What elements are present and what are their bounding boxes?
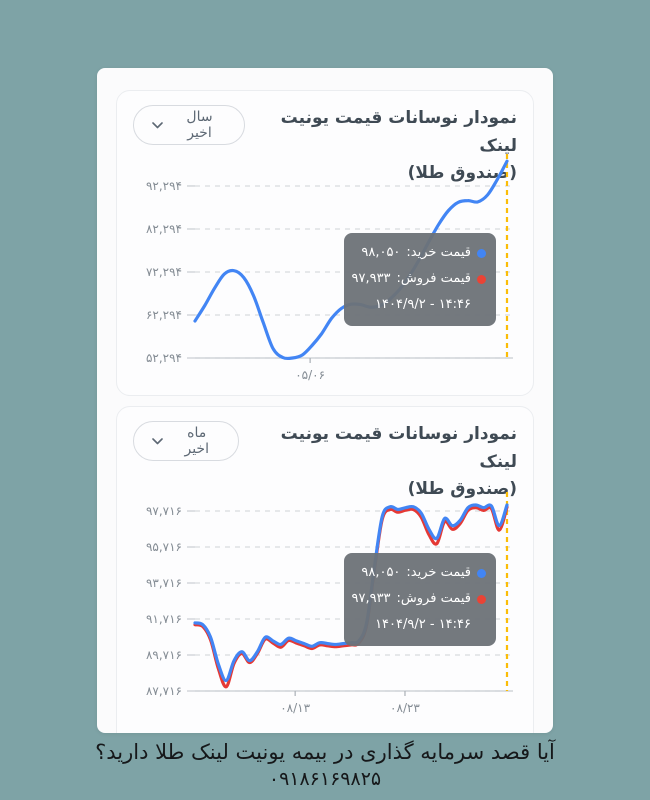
y-axis-label: ۸۹,۷۱۶ (146, 648, 182, 662)
y-axis-label: ۸۷,۷۱۶ (146, 684, 182, 698)
chart-title-block: نمودار نوسانات قیمت یونیت لینک (صندوق طل… (239, 421, 517, 504)
tooltip-datetime: ۱۴۰۴/۹/۲ - ۱۴:۴۶ (375, 297, 471, 312)
footer: آیا قصد سرمایه گذاری در بیمه یونیت لینک … (0, 737, 650, 790)
y-axis-label: ۹۳,۷۱۶ (146, 576, 182, 590)
tooltip-buy-row: قیمت خرید: ۹۸,۰۵۰ (354, 240, 486, 266)
chart-tooltip: قیمت خرید: ۹۸,۰۵۰ قیمت فروش: ۹۷,۹۳۳ ۱۴۰۴… (344, 233, 496, 326)
tooltip-sell-row: قیمت فروش: ۹۷,۹۳۳ (351, 266, 486, 292)
y-axis-label: ۸۲,۲۹۴ (146, 222, 182, 236)
tooltip-sell-row: قیمت فروش: ۹۷,۹۳۳ (351, 586, 486, 612)
buy-label: قیمت خرید: (406, 245, 471, 260)
price-charts-panel: نمودار نوسانات قیمت یونیت لینک (صندوق طل… (97, 68, 553, 733)
range-selector-label: ماه اخیر (184, 425, 209, 457)
y-axis-label: ۹۵,۷۱۶ (146, 540, 182, 554)
y-axis-label: ۶۲,۲۹۴ (146, 308, 182, 322)
y-axis-label: ۷۲,۲۹۴ (146, 265, 182, 279)
range-selector-dropdown[interactable]: سال اخیر (133, 105, 245, 145)
x-axis-label: ۰۵/۰۶ (295, 368, 325, 382)
buy-value: ۹۸,۰۵۰ (361, 245, 401, 260)
chart-title: نمودار نوسانات قیمت یونیت لینک (280, 424, 517, 472)
chart-header: نمودار نوسانات قیمت یونیت لینک (صندوق طل… (117, 407, 533, 504)
sell-value: ۹۷,۹۳۳ (351, 591, 391, 606)
y-axis-label: ۵۲,۲۹۴ (146, 351, 182, 365)
sell-dot-icon (477, 594, 486, 604)
sell-value: ۹۷,۹۳۳ (351, 271, 391, 286)
x-axis-label: ۰۸/۱۳ (280, 701, 310, 715)
sell-dot-icon (477, 274, 486, 284)
tooltip-buy-row: قیمت خرید: ۹۸,۰۵۰ (354, 560, 486, 586)
chart-subtitle: (صندوق طلا) (407, 479, 517, 500)
y-axis-label: ۹۱,۷۱۶ (146, 612, 182, 626)
buy-dot-icon (477, 248, 486, 258)
range-selector-dropdown[interactable]: ماه اخیر (133, 421, 240, 461)
buy-value: ۹۸,۰۵۰ (361, 565, 401, 580)
buy-dot-icon (477, 568, 486, 578)
monthly-chart-card: نمودار نوسانات قیمت یونیت لینک (صندوق طل… (116, 406, 534, 733)
chart-title-block: نمودار نوسانات قیمت یونیت لینک (صندوق طل… (245, 105, 517, 188)
chart-title: نمودار نوسانات قیمت یونیت لینک (280, 108, 517, 156)
range-selector-label: سال اخیر (186, 109, 213, 141)
buy-label: قیمت خرید: (406, 565, 471, 580)
chart-header: نمودار نوسانات قیمت یونیت لینک (صندوق طل… (117, 91, 533, 188)
tooltip-datetime: ۱۴۰۴/۹/۲ - ۱۴:۴۶ (375, 617, 471, 632)
y-axis-label: ۹۷,۷۱۶ (146, 504, 182, 518)
chevron-down-icon (152, 437, 163, 445)
x-axis-label: ۰۸/۲۳ (390, 701, 420, 715)
chart-subtitle: (صندوق طلا) (407, 163, 517, 184)
sell-label: قیمت فروش: (396, 591, 471, 606)
yearly-chart-card: نمودار نوسانات قیمت یونیت لینک (صندوق طل… (116, 90, 534, 396)
chart-tooltip: قیمت خرید: ۹۸,۰۵۰ قیمت فروش: ۹۷,۹۳۳ ۱۴۰۴… (344, 553, 496, 646)
y-axis-label: ۹۲,۲۹۴ (146, 179, 182, 193)
chevron-down-icon (152, 121, 163, 129)
footer-phone: ۰۹۱۸۶۱۶۹۸۲۵ (268, 768, 382, 791)
sell-label: قیمت فروش: (396, 271, 471, 286)
footer-question: آیا قصد سرمایه گذاری در بیمه یونیت لینک … (95, 740, 555, 764)
